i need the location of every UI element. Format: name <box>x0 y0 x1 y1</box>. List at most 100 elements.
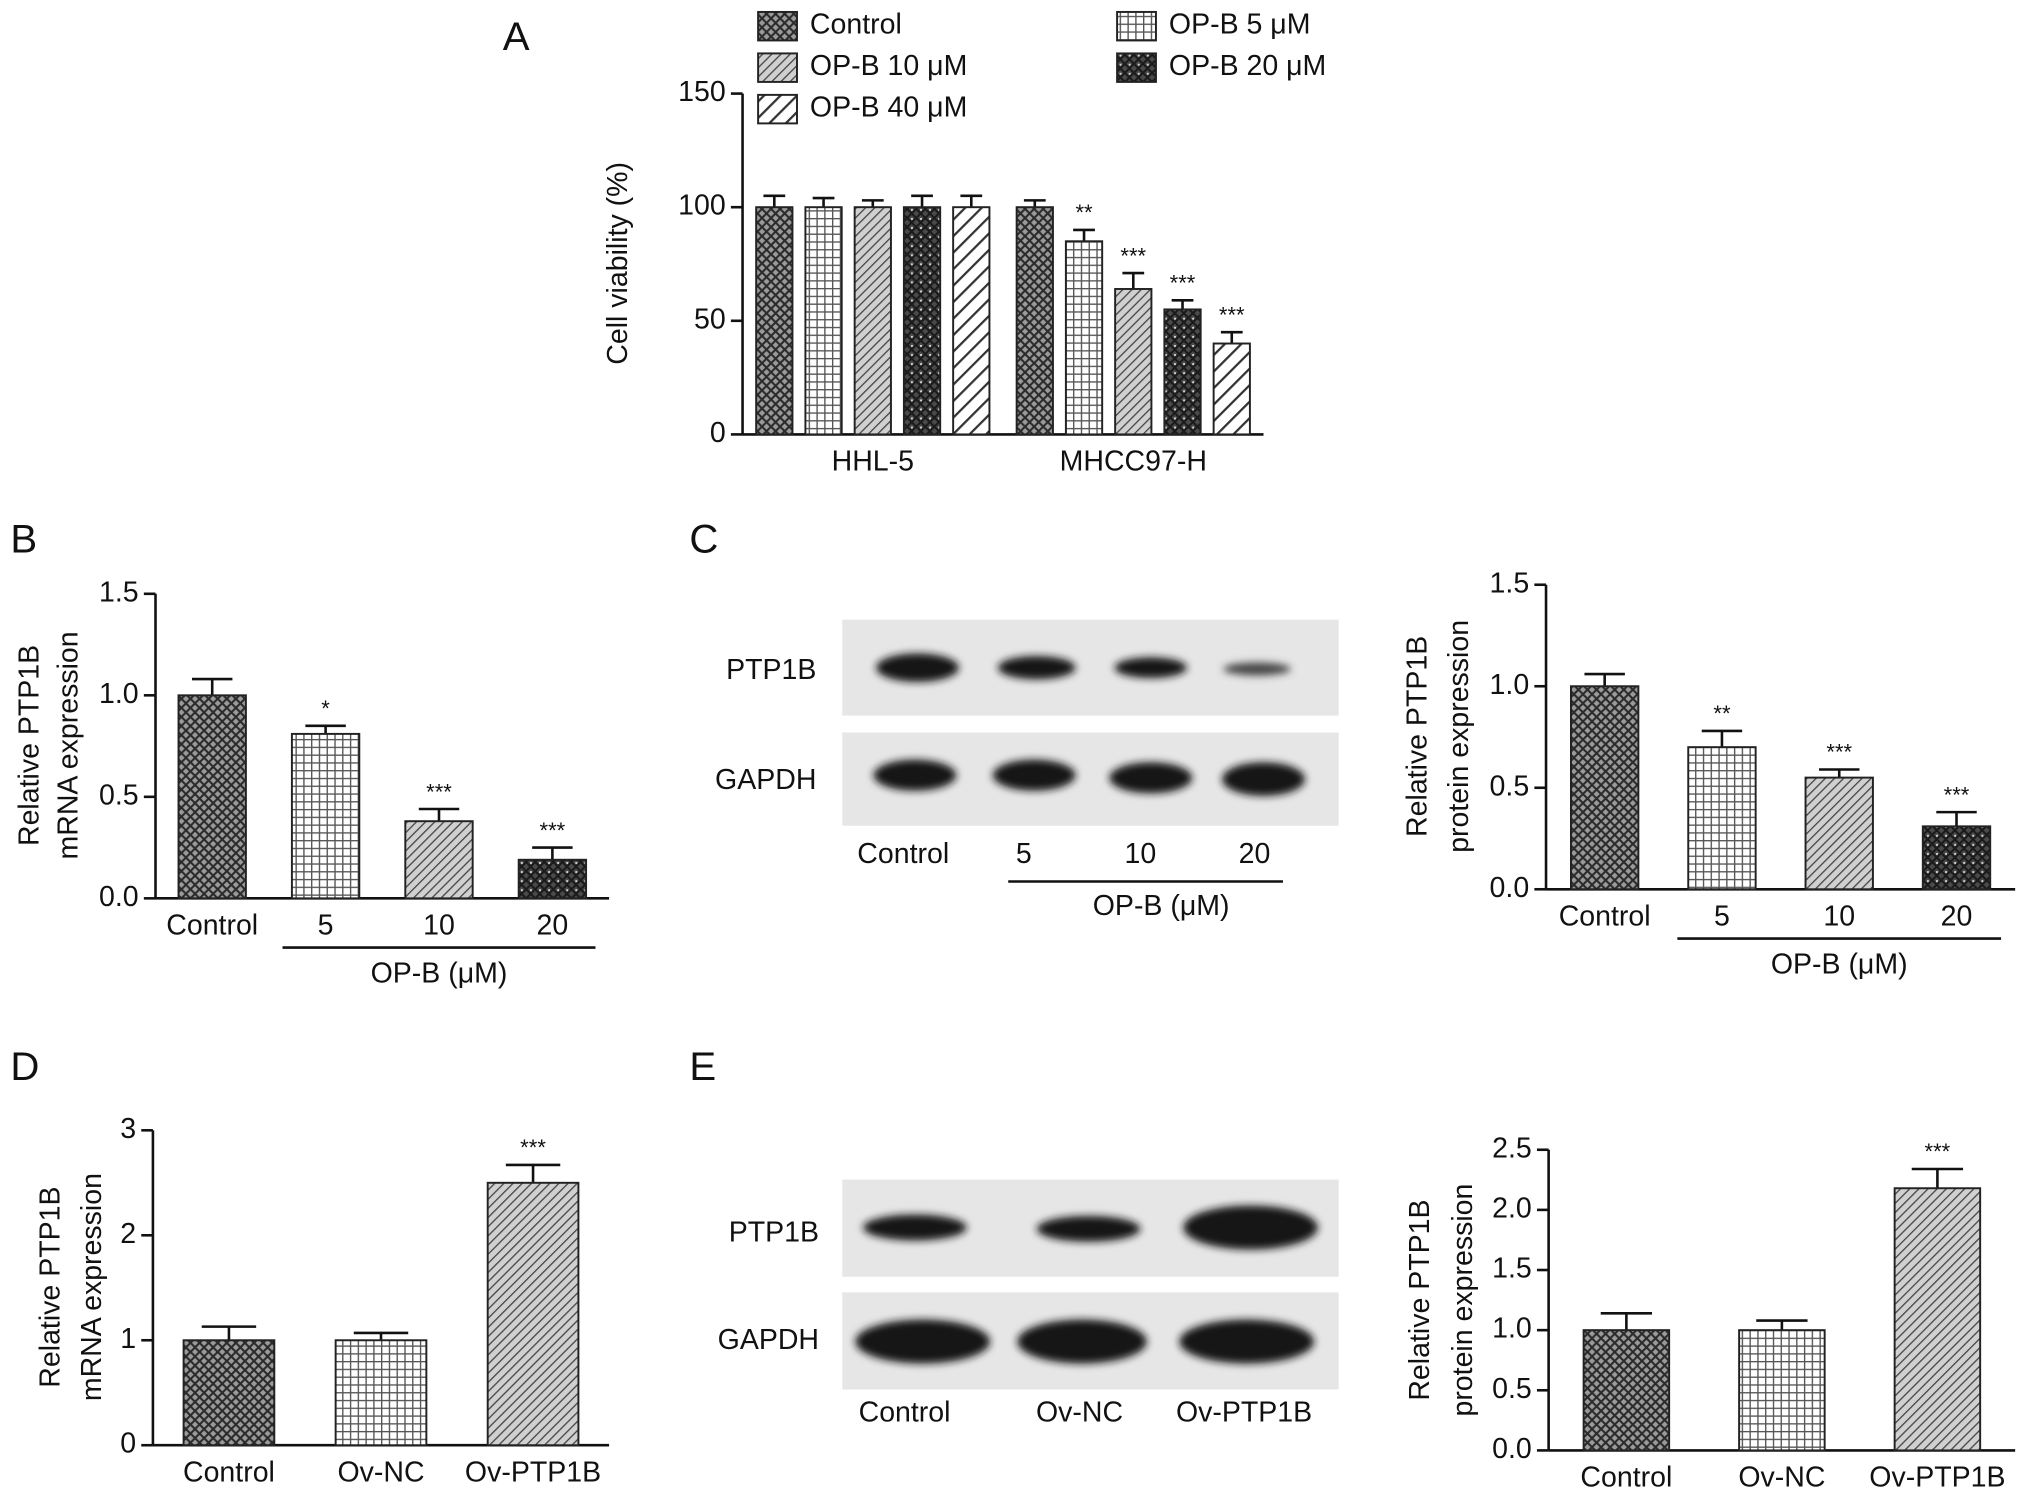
bar <box>1015 206 1054 436</box>
bar <box>334 1339 428 1447</box>
bar <box>952 206 991 436</box>
x-tick-label: Control <box>183 1456 275 1488</box>
bands <box>873 653 1305 796</box>
y-tick-label: 0.5 <box>1492 1373 1532 1405</box>
x-tick-label: Ov-NC <box>1738 1461 1825 1493</box>
bar <box>182 1339 276 1447</box>
panel-letter: A <box>503 14 530 59</box>
y-axis-label: Relative PTP1B <box>14 645 46 846</box>
bar <box>902 206 942 436</box>
legend-swatch <box>1116 52 1157 83</box>
bar <box>1570 685 1640 891</box>
y-tick-label: 0.5 <box>1490 770 1530 802</box>
legend-swatch <box>757 93 798 125</box>
lane-label: Ov-NC <box>1036 1397 1123 1429</box>
legend-label: Control <box>810 9 902 41</box>
significance: *** <box>520 1135 546 1160</box>
x-tick-label: 10 <box>423 909 455 941</box>
significance: ** <box>1075 200 1093 225</box>
y-tick-label: 0.5 <box>99 779 139 811</box>
bar <box>804 206 843 436</box>
x-tick-label: Control <box>1559 900 1651 932</box>
bar <box>1921 825 1992 891</box>
group-label: OP-B (μM) <box>1771 948 1908 980</box>
bar <box>755 206 794 436</box>
x-tick-label: 20 <box>1941 900 1973 932</box>
y-tick-label: 0 <box>710 417 726 449</box>
y-tick-label: 1.0 <box>99 678 139 710</box>
x-tick-label: Ov-PTP1B <box>465 1456 601 1488</box>
y-tick-label: 0.0 <box>1490 872 1530 904</box>
bar <box>1582 1329 1671 1452</box>
panel-letter: D <box>10 1044 39 1089</box>
legend-swatch <box>757 52 798 83</box>
y-tick-label: 1.5 <box>99 576 139 608</box>
y-tick-label: 150 <box>678 76 726 108</box>
y-tick-label: 0 <box>120 1428 136 1460</box>
row-label: PTP1B <box>726 654 816 686</box>
y-axis-label: mRNA expression <box>53 631 85 859</box>
row-label: GAPDH <box>718 1324 819 1356</box>
significance: *** <box>426 779 452 804</box>
bands <box>855 1205 1318 1364</box>
lane-label: 10 <box>1125 838 1157 870</box>
x-tick-label: Ov-PTP1B <box>1869 1461 2005 1493</box>
panel-letter: E <box>689 1044 716 1089</box>
row-label: PTP1B <box>729 1217 819 1249</box>
legend-label: OP-B 20 μM <box>1169 50 1326 82</box>
bar <box>517 858 588 900</box>
legend-label: OP-B 5 μM <box>1169 9 1311 41</box>
bar <box>1893 1187 1982 1452</box>
group-label: OP-B (μM) <box>371 957 508 989</box>
y-axis-label: Cell viability (%) <box>602 162 634 365</box>
lane-label: Ov-PTP1B <box>1176 1397 1312 1429</box>
y-axis-label: mRNA expression <box>76 1173 108 1401</box>
y-axis-label: Relative PTP1B <box>1402 636 1434 837</box>
bar <box>1163 308 1202 436</box>
y-axis-label: Relative PTP1B <box>1404 1199 1436 1400</box>
x-tick-label: 5 <box>1714 900 1730 932</box>
significance: *** <box>1925 1139 1951 1164</box>
bar <box>177 694 247 900</box>
y-tick-label: 2.5 <box>1492 1132 1532 1164</box>
x-tick-label: HHL-5 <box>832 445 914 477</box>
x-tick-label: Control <box>166 909 258 941</box>
y-tick-label: 2.0 <box>1492 1192 1532 1224</box>
bar <box>853 206 892 436</box>
y-tick-label: 3 <box>120 1113 136 1145</box>
y-tick-label: 1.5 <box>1490 567 1530 599</box>
legend-swatch <box>1116 10 1157 42</box>
significance: ** <box>1713 701 1731 726</box>
x-tick-label: Control <box>1580 1461 1672 1493</box>
lane-label: Control <box>859 1397 951 1429</box>
y-axis-label: protein expression <box>1447 1184 1479 1417</box>
x-tick-label: 5 <box>318 909 334 941</box>
bar <box>404 820 474 900</box>
significance: *** <box>1944 782 1970 807</box>
bar <box>1687 746 1757 891</box>
x-tick-label: 20 <box>537 909 569 941</box>
y-tick-label: 1.5 <box>1492 1253 1532 1285</box>
bar <box>1064 240 1104 436</box>
y-tick-label: 50 <box>694 303 726 335</box>
lane-label: 20 <box>1239 838 1271 870</box>
bar <box>1738 1329 1826 1452</box>
panel-letter: C <box>689 517 718 562</box>
y-tick-label: 1.0 <box>1492 1313 1532 1345</box>
lane-label: Control <box>857 838 949 870</box>
legend-label: OP-B 40 μM <box>810 92 967 124</box>
lane-label: 5 <box>1016 838 1032 870</box>
panel-letter: B <box>10 517 37 562</box>
blot-c: C PTP1B GAPDH Control 5 10 20 OP-B (μM) <box>689 517 1339 922</box>
x-tick-label: MHCC97-H <box>1060 445 1207 477</box>
y-axis-label: protein expression <box>1443 620 1475 853</box>
significance: *** <box>1170 271 1196 296</box>
significance: * <box>321 696 330 721</box>
bar <box>290 732 361 900</box>
bar <box>1114 288 1153 436</box>
bar <box>1804 776 1874 891</box>
bar <box>1212 342 1251 436</box>
legend-swatch <box>757 10 798 42</box>
y-tick-label: 0.0 <box>1492 1433 1532 1465</box>
